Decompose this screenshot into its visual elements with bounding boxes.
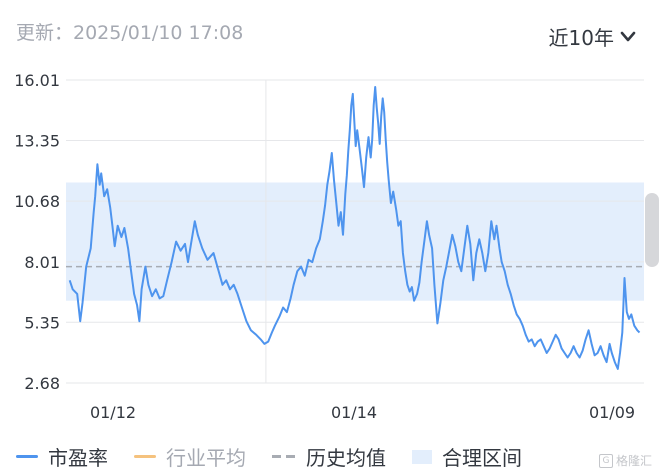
series-line-pe <box>68 86 641 370</box>
x-tick-label: 01/14 <box>331 403 377 422</box>
y-tick-label: 5.35 <box>24 313 60 332</box>
scrollbar[interactable] <box>645 193 659 267</box>
y-tick-label: 2.68 <box>24 374 60 393</box>
x-tick-label: 01/12 <box>90 403 136 422</box>
legend-item[interactable]: 合理区间 <box>412 442 522 471</box>
legend-item[interactable]: 历史均值 <box>272 442 386 471</box>
x-tick-label: 01/09 <box>589 403 635 422</box>
legend-label: 行业平均 <box>166 446 246 470</box>
y-tick-label: 8.01 <box>24 253 60 272</box>
chevron-down-icon <box>620 31 636 41</box>
legend-label: 市盈率 <box>48 446 108 470</box>
legend-swatch <box>272 455 296 458</box>
legend-label: 合理区间 <box>442 446 522 470</box>
reasonable-range-band <box>66 182 644 301</box>
watermark-logo-icon: G <box>598 453 613 468</box>
time-range-label: 近10年 <box>548 26 614 50</box>
y-tick-label: 13.35 <box>14 131 60 150</box>
y-tick-label: 10.68 <box>14 192 60 211</box>
chart-legend: 市盈率 行业平均 历史均值 合理区间 <box>16 442 548 471</box>
legend-item[interactable]: 市盈率 <box>16 442 108 471</box>
update-time: 更新：2025/01/10 17:08 <box>16 22 244 44</box>
legend-swatch <box>134 455 156 458</box>
time-range-dropdown[interactable]: 近10年 <box>549 22 636 51</box>
legend-label: 历史均值 <box>306 446 386 470</box>
y-tick-label: 16.01 <box>14 71 60 90</box>
legend-swatch <box>412 449 432 464</box>
legend-swatch <box>16 455 38 458</box>
watermark: G 格隆汇 <box>598 452 652 469</box>
legend-item[interactable]: 行业平均 <box>134 442 246 471</box>
watermark-text: 格隆汇 <box>615 454 652 468</box>
